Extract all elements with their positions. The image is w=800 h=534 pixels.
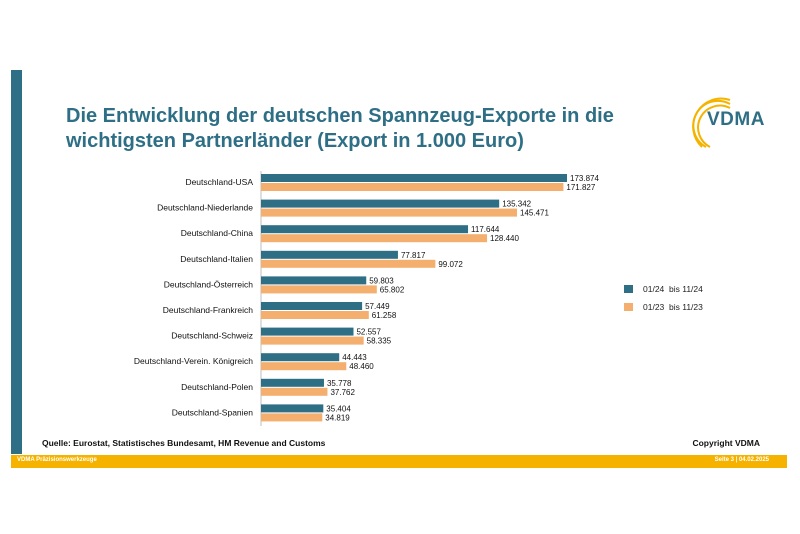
bar-series-1	[261, 353, 340, 362]
bar-series-2	[261, 285, 377, 294]
data-label-series-1: 35.778	[327, 379, 352, 388]
data-label-series-2: 145.471	[520, 209, 549, 218]
bar-series-2	[261, 208, 518, 217]
bar-series-2	[261, 259, 436, 268]
data-label-series-1: 52.557	[356, 328, 381, 337]
data-label-series-1: 117.644	[471, 225, 500, 234]
footer-organization: VDMA Präzisionswerkzeuge	[17, 457, 97, 463]
copyright-note: Copyright VDMA	[692, 438, 760, 448]
data-label-series-2: 128.440	[490, 234, 519, 243]
vdma-arc-logo-icon	[692, 97, 731, 148]
data-label-series-2: 99.072	[438, 260, 463, 269]
legend-item-series-2: 01/23 bis 11/23	[624, 298, 703, 316]
bar-series-2	[261, 413, 323, 422]
legend-label-series-2: 01/23 bis 11/23	[643, 302, 703, 312]
bar-series-1	[261, 302, 363, 310]
bar-series-2	[261, 387, 328, 396]
left-accent-bar	[11, 70, 22, 454]
legend-label-series-1: 01/24 bis 11/24	[643, 284, 703, 294]
category-label: Deutschland-China	[181, 228, 254, 238]
legend-swatch-series-2	[624, 303, 633, 311]
bar-series-2	[261, 311, 369, 319]
vdma-logo-text: VDMA	[707, 109, 765, 130]
bar-series-2	[261, 336, 364, 345]
bar-series-1	[261, 327, 354, 336]
bar-series-1	[261, 250, 398, 259]
category-label: Deutschland-Polen	[181, 382, 253, 392]
bar-series-1	[261, 225, 469, 234]
footer-bar: VDMA Präzisionswerkzeuge Seite 3 | 04.02…	[11, 455, 787, 468]
data-label-series-2: 37.762	[330, 388, 355, 397]
data-label-series-2: 34.819	[325, 413, 350, 422]
bar-series-2	[261, 183, 564, 191]
data-label-series-1: 44.443	[342, 353, 367, 362]
category-label: Deutschland-Italien	[180, 254, 253, 264]
page-title: Die Entwicklung der deutschen Spannzeug-…	[66, 105, 614, 152]
bar-series-1	[261, 378, 324, 387]
bar-series-2	[261, 362, 347, 371]
bar-series-2	[261, 234, 488, 243]
data-label-series-1: 173.874	[570, 174, 599, 183]
chart-legend: 01/24 bis 11/24 01/23 bis 11/23	[624, 280, 703, 316]
bar-series-1	[261, 276, 367, 285]
legend-item-series-1: 01/24 bis 11/24	[624, 280, 703, 298]
data-label-series-2: 61.258	[372, 311, 397, 320]
footer-page-date: Seite 3 | 04.02.2025	[714, 457, 769, 463]
slide-background	[11, 70, 787, 470]
legend-swatch-series-1	[624, 285, 633, 293]
data-label-series-1: 59.803	[369, 276, 394, 285]
data-label-series-1: 35.404	[326, 404, 351, 413]
data-label-series-2: 65.802	[380, 285, 405, 294]
data-label-series-1: 57.449	[365, 302, 390, 311]
category-label: Deutschland-Österreich	[164, 279, 254, 289]
bar-series-1	[261, 404, 324, 413]
category-label: Deutschland-Schweiz	[171, 331, 253, 341]
category-label: Deutschland-Spanien	[172, 407, 254, 417]
data-label-series-2: 48.460	[349, 362, 374, 371]
bar-series-1	[261, 199, 500, 208]
source-note: Quelle: Eurostat, Statistisches Bundesam…	[42, 438, 326, 448]
category-label: Deutschland-Verein. Königreich	[134, 356, 253, 366]
data-label-series-2: 171.827	[566, 183, 595, 192]
data-label-series-1: 77.817	[401, 251, 426, 260]
category-label: Deutschland-Frankreich	[163, 305, 254, 315]
data-label-series-1: 135.342	[502, 200, 531, 209]
category-label: Deutschland-Niederlande	[157, 203, 253, 213]
data-label-series-2: 58.335	[367, 337, 392, 346]
category-label: Deutschland-USA	[185, 177, 253, 187]
bar-series-1	[261, 174, 567, 182]
